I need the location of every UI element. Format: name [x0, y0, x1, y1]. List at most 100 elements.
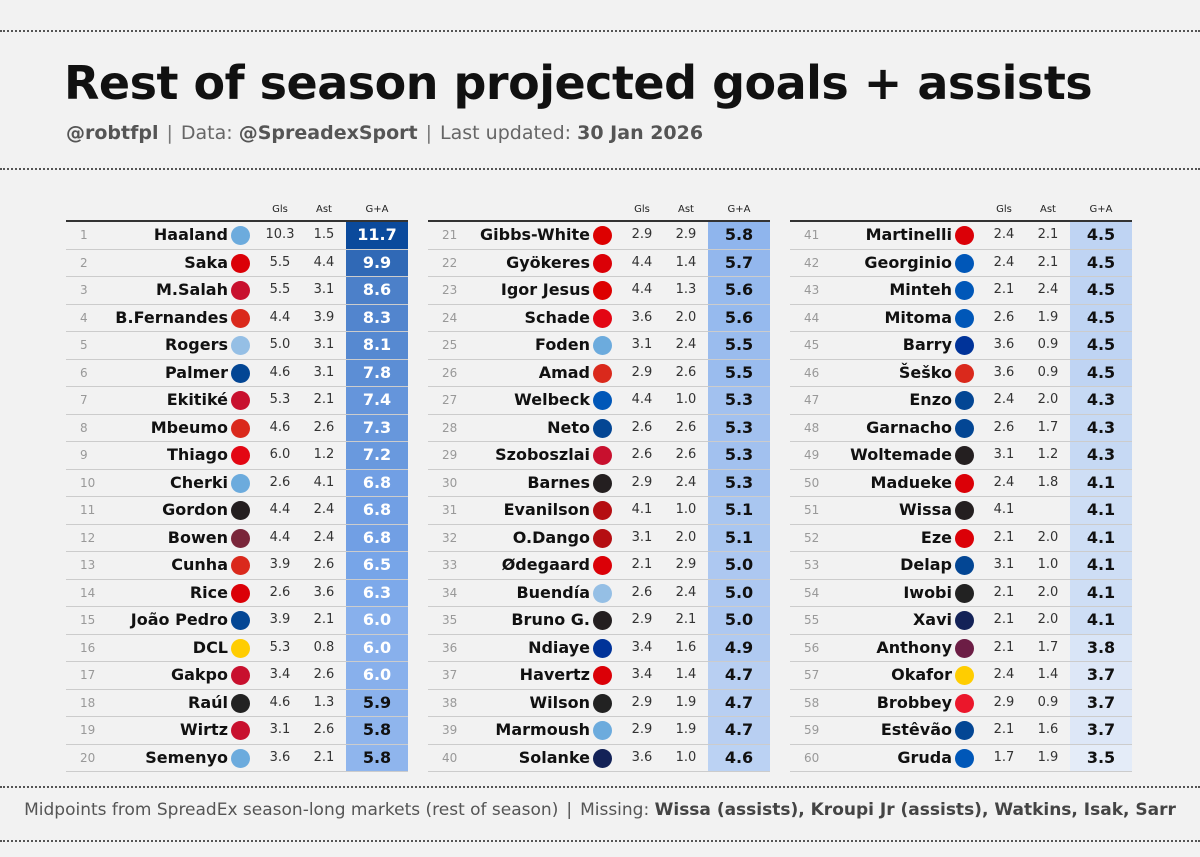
- table-row: 43 Minteh 2.1 2.4 4.5: [790, 277, 1132, 305]
- assists-value: 2.4: [675, 337, 697, 352]
- assists-value: 4.4: [313, 254, 335, 270]
- club-crest-icon: [593, 363, 612, 383]
- assists-value: 1.3: [675, 282, 697, 297]
- assists-value: 2.4: [675, 584, 697, 600]
- goals-value: 2.6: [631, 447, 653, 462]
- assists-value: 2.6: [313, 557, 335, 572]
- table-row: 32 O.Dango 3.1 2.0 5.1: [428, 524, 770, 552]
- ga-value-cell: 4.5: [1070, 277, 1132, 304]
- row-rank: 53: [804, 558, 820, 572]
- table-row: 29 Szoboszlai 2.6 2.6 5.3: [428, 442, 770, 470]
- table-row: 3 M.Salah 5.5 3.1 8.6: [66, 277, 408, 305]
- goals-value: 2.1: [993, 529, 1015, 545]
- ga-value-cell: 5.8: [708, 222, 770, 249]
- club-crest-icon: [955, 281, 974, 300]
- assists-value: 2.1: [1037, 227, 1059, 242]
- ga-value-cell: 6.8: [346, 497, 408, 524]
- assists-value: 1.6: [1037, 722, 1059, 737]
- header-ast: Ast: [1040, 204, 1056, 215]
- club-crest-icon: [231, 528, 250, 548]
- goals-value: 2.9: [631, 694, 653, 710]
- player-name: Okafor: [891, 665, 952, 684]
- goals-value: 2.1: [993, 722, 1015, 737]
- goals-value: 2.9: [631, 364, 653, 380]
- ga-value-cell: 4.1: [1070, 607, 1132, 634]
- assists-value: 0.9: [1037, 337, 1059, 352]
- goals-value: 5.3: [269, 639, 291, 655]
- assists-value: 1.4: [675, 667, 697, 682]
- table-row: 37 Havertz 3.4 1.4 4.7: [428, 662, 770, 690]
- table-row: 19 Wirtz 3.1 2.6 5.8: [66, 717, 408, 745]
- ga-value-cell: 5.6: [708, 304, 770, 331]
- player-name: Estêvão: [880, 720, 952, 739]
- row-rank: 37: [442, 668, 458, 682]
- goals-value: 2.9: [631, 612, 653, 627]
- table-row: 4 B.Fernandes 4.4 3.9 8.3: [66, 304, 408, 332]
- table-row: 59 Estêvão 2.1 1.6 3.7: [790, 717, 1132, 745]
- assists-value: 1.7: [1037, 639, 1059, 655]
- ga-value-cell: 6.8: [346, 524, 408, 551]
- ga-value-cell: 5.0: [708, 579, 770, 606]
- goals-value: 5.5: [269, 254, 291, 270]
- assists-value: 1.9: [675, 694, 697, 710]
- assists-value: 3.1: [313, 282, 335, 297]
- player-name: Raúl: [188, 692, 228, 712]
- ga-value-cell: 3.7: [1070, 689, 1132, 716]
- goals-value: 3.4: [631, 667, 653, 682]
- table-row: 48 Garnacho 2.6 1.7 4.3: [790, 414, 1132, 442]
- ga-value-cell: 7.4: [346, 387, 408, 414]
- assists-value: 2.6: [675, 419, 697, 435]
- footer-method: Midpoints from SpreadEx season-long mark…: [24, 800, 559, 820]
- header-gls: Gls: [996, 204, 1012, 215]
- table-row: 11 Gordon 4.4 2.4 6.8: [66, 497, 408, 525]
- goals-value: 3.1: [993, 557, 1015, 572]
- row-rank: 16: [80, 640, 96, 655]
- club-crest-icon: [955, 693, 974, 713]
- assists-value: 1.7: [1037, 419, 1059, 435]
- header-gls: Gls: [272, 204, 288, 215]
- ga-value-cell: 4.5: [1070, 332, 1132, 359]
- assists-value: 1.0: [1037, 557, 1059, 572]
- club-crest-icon: [231, 363, 250, 383]
- club-crest-icon: [593, 693, 612, 713]
- table-row: 30 Barnes 2.9 2.4 5.3: [428, 469, 770, 497]
- assists-value: 1.0: [675, 392, 697, 407]
- goals-value: 2.9: [631, 474, 653, 490]
- goals-value: 2.6: [993, 419, 1015, 435]
- ga-value-cell: 5.1: [708, 524, 770, 551]
- player-name: Georginio: [864, 252, 952, 272]
- table-row: 56 Anthony 2.1 1.7 3.8: [790, 634, 1132, 662]
- table-column-3: Gls Ast G+A 41 Martinelli 2.4 2.1 4.5 42 Georgini…: [790, 202, 1132, 772]
- table-row: 27 Welbeck 4.4 1.0 5.3: [428, 387, 770, 415]
- player-name: Garnacho: [866, 417, 952, 437]
- player-name: Eze: [920, 527, 952, 547]
- ga-value-cell: 5.1: [708, 497, 770, 524]
- goals-value: 1.7: [993, 749, 1015, 765]
- goals-value: 4.6: [269, 694, 291, 710]
- table-row: 23 Igor Jesus 4.4 1.3 5.6: [428, 277, 770, 305]
- row-rank: 41: [804, 228, 820, 242]
- club-crest-icon: [955, 391, 974, 410]
- ga-value-cell: 5.3: [708, 414, 770, 441]
- row-rank: 44: [804, 310, 820, 325]
- table-column-1: Gls Ast G+A 1 Haaland 10.3 1.5 11.7 2 Saka 5.5 4.4 9…: [66, 202, 408, 772]
- subtitle-separator: |: [425, 122, 433, 144]
- table-row: 12 Bowen 4.4 2.4 6.8: [66, 524, 408, 552]
- club-crest-icon: [955, 583, 974, 603]
- player-name: Šeško: [898, 362, 952, 382]
- assists-value: 2.9: [675, 227, 697, 242]
- player-name: Minteh: [889, 280, 952, 299]
- goals-value: 2.9: [993, 694, 1015, 710]
- club-crest-icon: [593, 528, 612, 548]
- table-row: 26 Amad 2.9 2.6 5.5: [428, 359, 770, 387]
- player-name: Ødegaard: [501, 555, 590, 574]
- ga-value-cell: 6.3: [346, 579, 408, 606]
- ga-value-cell: 7.2: [346, 442, 408, 469]
- club-crest-icon: [231, 583, 250, 603]
- player-name: Buendía: [516, 582, 590, 602]
- player-name: Cunha: [171, 555, 228, 574]
- ga-value-cell: 5.9: [346, 689, 408, 716]
- row-rank: 13: [80, 558, 96, 572]
- ga-value-cell: 6.0: [346, 607, 408, 634]
- assists-value: 1.9: [675, 722, 697, 737]
